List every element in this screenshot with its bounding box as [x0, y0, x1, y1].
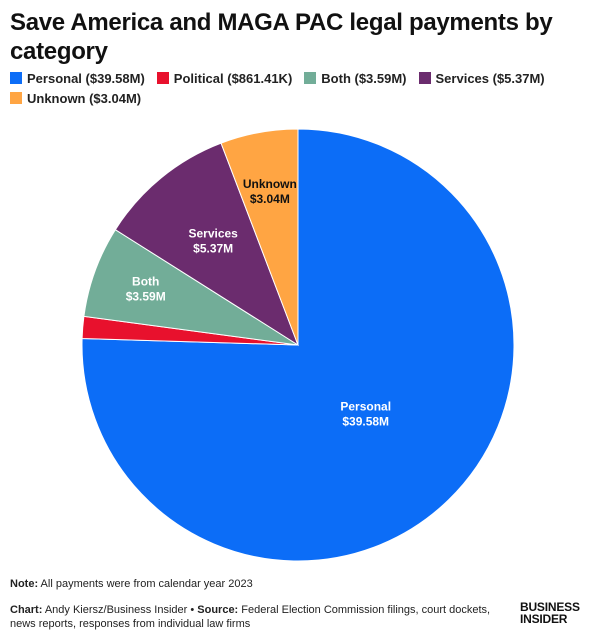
- legend-swatch-political: [156, 72, 169, 84]
- source-text: Federal Election Commission filings, cou…: [10, 604, 491, 630]
- legend-label-political: Political ($861.41K): [173, 70, 293, 86]
- note-text: All payments were from calendar year 202…: [38, 578, 253, 590]
- data-label-both: Both $3.59M: [126, 275, 166, 304]
- legend-item-political: Political ($861.41K): [156, 70, 293, 86]
- legend-swatch-both: [304, 72, 317, 84]
- legend-item-both: Both ($3.59M): [304, 70, 407, 86]
- legend-item-personal: Personal ($39.58M): [10, 70, 145, 86]
- source-label: Source:: [197, 604, 239, 616]
- pie-slice-unknown: [220, 128, 299, 346]
- chart-credit-label: Chart:: [10, 604, 43, 616]
- logo-line-1: BUSINESS: [520, 600, 580, 614]
- footnote: Note: All payments were from calendar ye…: [10, 578, 253, 590]
- legend-swatch-unknown: [10, 92, 22, 104]
- logo-line-2: INSIDER: [520, 612, 568, 626]
- legend-item-services: Services ($5.37M): [418, 70, 545, 86]
- chart-title: Save America and MAGA PAC legal payments…: [10, 9, 553, 65]
- legend-label-personal: Personal ($39.58M): [27, 70, 145, 86]
- legend-swatch-services: [418, 72, 431, 84]
- legend-item-unknown: Unknown ($3.04M): [10, 90, 141, 106]
- legend-label-services: Services ($5.37M): [435, 70, 545, 86]
- legend-label-unknown: Unknown ($3.04M): [27, 90, 142, 106]
- legend: Personal ($39.58M) Political ($861.41K) Bo…: [10, 70, 570, 106]
- data-label-personal: Personal $39.58M: [340, 400, 391, 429]
- note-label: Note:: [10, 578, 39, 590]
- pie-slice-services: [114, 142, 300, 347]
- legend-swatch-personal: [10, 72, 22, 84]
- business-insider-logo: BUSINESS INSIDER: [520, 601, 590, 625]
- data-label-services: Services $5.37M: [188, 226, 238, 255]
- source-credit: Chart: Andy Kiersz/Business Insider • So…: [10, 603, 510, 631]
- chart-credit-text: Andy Kiersz/Business Insider •: [42, 604, 198, 616]
- data-label-unknown: Unknown $3.04M: [243, 177, 297, 206]
- legend-label-both: Both ($3.59M): [321, 70, 407, 86]
